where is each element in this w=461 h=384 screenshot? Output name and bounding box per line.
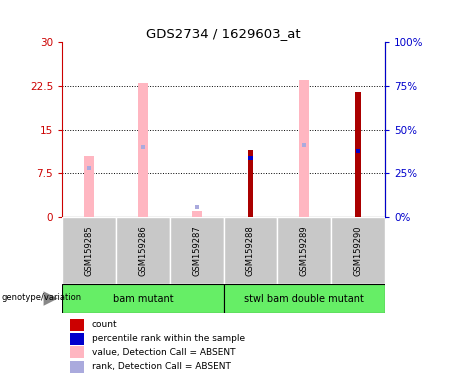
Bar <box>138 83 148 217</box>
Bar <box>302 143 307 147</box>
Bar <box>224 284 385 313</box>
Bar <box>70 319 84 331</box>
Text: rank, Detection Call = ABSENT: rank, Detection Call = ABSENT <box>92 362 230 371</box>
Bar <box>62 217 116 284</box>
Text: count: count <box>92 321 117 329</box>
Text: GSM159290: GSM159290 <box>354 225 362 276</box>
Text: bam mutant: bam mutant <box>112 293 173 304</box>
Bar <box>355 92 361 217</box>
Bar <box>62 284 224 313</box>
Bar <box>248 156 253 160</box>
Bar <box>248 150 253 217</box>
Bar <box>331 217 385 284</box>
Polygon shape <box>43 291 58 306</box>
Bar <box>116 217 170 284</box>
Text: GSM159287: GSM159287 <box>192 225 201 276</box>
Title: GDS2734 / 1629603_at: GDS2734 / 1629603_at <box>146 26 301 40</box>
Text: genotype/variation: genotype/variation <box>2 293 82 301</box>
Text: GSM159286: GSM159286 <box>138 225 148 276</box>
Bar <box>70 333 84 345</box>
Bar <box>87 166 91 170</box>
Bar <box>70 361 84 372</box>
Bar <box>195 205 199 209</box>
Bar <box>356 149 360 152</box>
Text: GSM159285: GSM159285 <box>85 225 94 276</box>
Bar <box>70 346 84 358</box>
Bar <box>278 217 331 284</box>
Bar <box>170 217 224 284</box>
Bar <box>192 211 201 217</box>
Text: GSM159289: GSM159289 <box>300 225 309 276</box>
Text: GSM159288: GSM159288 <box>246 225 255 276</box>
Bar <box>300 80 309 217</box>
Bar <box>141 145 145 149</box>
Text: percentile rank within the sample: percentile rank within the sample <box>92 334 245 343</box>
Text: stwl bam double mutant: stwl bam double mutant <box>244 293 364 304</box>
Text: value, Detection Call = ABSENT: value, Detection Call = ABSENT <box>92 348 235 357</box>
Bar <box>224 217 278 284</box>
Bar <box>84 156 94 217</box>
